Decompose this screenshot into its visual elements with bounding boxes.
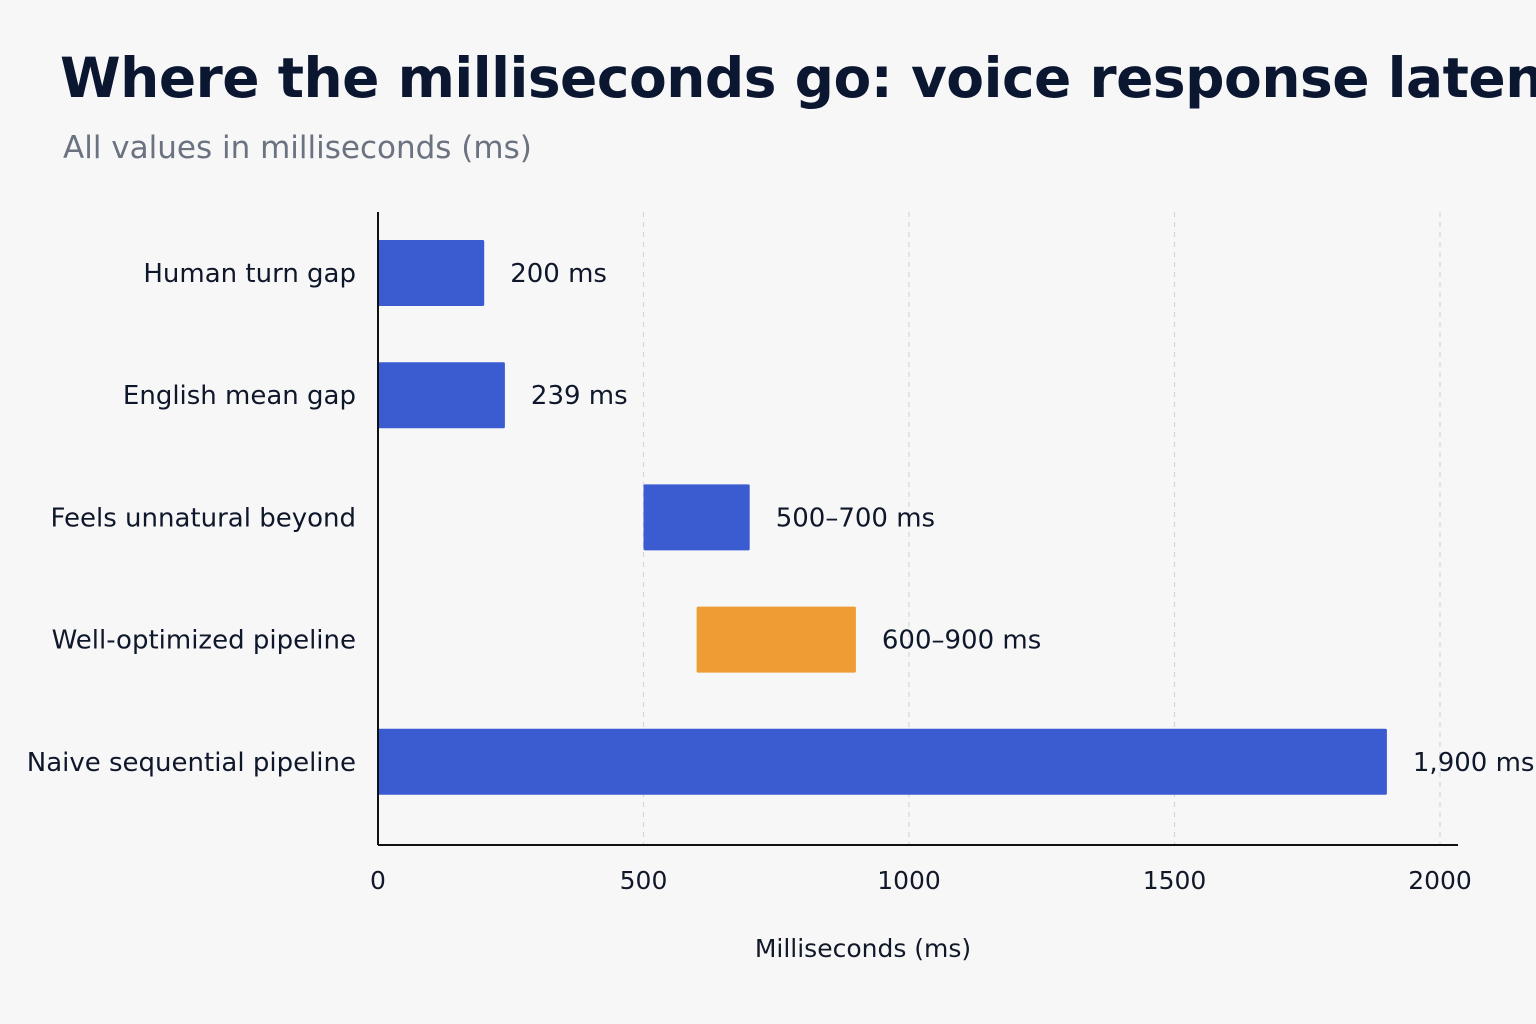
bar xyxy=(378,362,505,429)
value-label: 1,900 ms xyxy=(1413,748,1535,778)
labels: 0 500 1000 1500 2000 Human turn gap 200 ms Engl… xyxy=(27,259,1535,895)
value-label: 239 ms xyxy=(531,381,628,411)
x-tick-label: 1000 xyxy=(877,866,941,895)
category-label: Naive sequential pipeline xyxy=(27,748,356,778)
x-tick-label: 2000 xyxy=(1408,866,1472,895)
category-label: Feels unnatural beyond xyxy=(51,503,357,533)
chart-subtitle: All values in milliseconds (ms) xyxy=(63,130,532,166)
bar xyxy=(378,728,1387,795)
chart-title: Where the milliseconds go: voice respons… xyxy=(60,46,1536,110)
axes xyxy=(377,212,1458,846)
bars xyxy=(378,240,1387,795)
x-tick-label: 1500 xyxy=(1143,866,1207,895)
category-label: English mean gap xyxy=(123,381,356,411)
bar xyxy=(643,484,750,551)
x-tick-label: 0 xyxy=(370,866,386,895)
x-axis-title: Milliseconds (ms) xyxy=(755,934,971,963)
value-label: 600–900 ms xyxy=(882,626,1041,656)
value-label: 200 ms xyxy=(510,259,607,289)
bar xyxy=(696,606,856,673)
value-label: 500–700 ms xyxy=(776,503,935,533)
category-label: Well-optimized pipeline xyxy=(52,626,356,656)
bar xyxy=(378,240,485,306)
x-tick-label: 500 xyxy=(620,866,668,895)
category-label: Human turn gap xyxy=(143,259,356,289)
